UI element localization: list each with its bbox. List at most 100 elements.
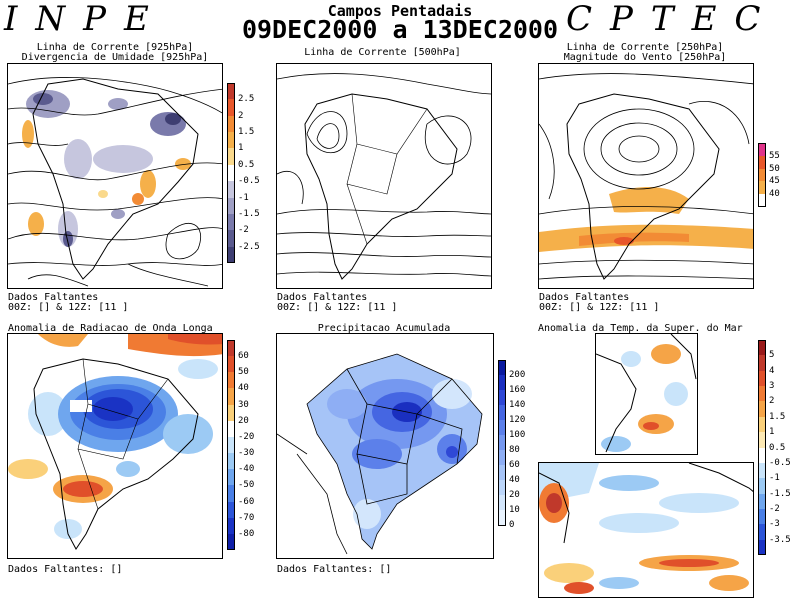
panel-250-missing-line1: Dados Faltantes [539,292,630,303]
precipitation-colorbar-label: 20 [509,490,520,500]
sst_anomaly-colorbar-label: 0.5 [769,442,786,453]
sst-global-map-graphic [539,463,753,594]
streamline_925-colorbar-segment [227,230,235,248]
olr_anomaly-colorbar-segment [227,388,235,406]
cptec-label: CPTEC [566,0,779,39]
precipitation-colorbar-label: 100 [509,430,526,440]
precipitation-colorbar-label: 200 [509,370,526,380]
streamline_925-colorbar-segment [227,115,235,133]
sst_anomaly-colorbar-segment [758,355,766,372]
panel-925-missing-line2: 00Z: [] & 12Z: [11 ] [8,302,129,313]
sst_anomaly-colorbar-label: 2 [769,396,775,407]
streamline_925-colorbar-label: -1.5 [238,208,260,219]
streamline-500-map-graphic [277,73,491,280]
sst_anomaly-colorbar-segment [758,370,766,387]
map-streamline-500 [276,63,492,289]
precipitation-colorbar-label: 10 [509,505,520,515]
sst_anomaly-colorbar-label: 1 [769,427,775,438]
olr_anomaly-colorbar-segment [227,436,235,454]
streamline_250-colorbar-segment [758,181,766,195]
streamline_925-colorbar-label: -1 [238,192,249,203]
sst_anomaly-colorbar-segment [758,524,766,541]
precipitation-colorbar-segment [498,360,506,376]
precipitation-colorbar-segment [498,510,506,526]
panel-olr-missing: Dados Faltantes: [] [8,564,123,575]
south-america-outline [304,93,458,280]
coastline-west [596,353,637,453]
sst_anomaly-colorbar-segment [758,539,766,556]
olr_anomaly-colorbar-segment [227,469,235,486]
precipitation-colorbar-label: 40 [509,475,520,485]
olr_anomaly-colorbar-segment [227,533,235,551]
olr_anomaly-colorbar-label: 50 [238,367,249,378]
precipitation-colorbar-segment [498,390,506,406]
olr_anomaly-colorbar-label: 20 [238,415,249,426]
streamline_925-colorbar-label: -0.5 [238,176,260,187]
olr_anomaly-colorbar-segment [227,420,235,438]
streamline_925-colorbar-label: 1 [238,143,244,154]
precipitation-colorbar-segment [498,405,506,421]
precipitation-colorbar-label: 0 [509,520,515,530]
sst_anomaly-colorbar-label: 4 [769,365,775,376]
map-precipitation [276,333,494,559]
sst_anomaly-colorbar-segment [758,493,766,510]
colorbar-precip [498,360,506,526]
streamline_250-colorbar-segment [758,155,766,170]
streamline_925-colorbar-segment [227,181,235,199]
streamline_250-colorbar-label: 50 [769,163,780,174]
wind-magnitude-shading [539,187,753,252]
precipitation-colorbar-segment [498,375,506,391]
olr_anomaly-colorbar-segment [227,517,235,535]
streamline_250-colorbar-segment [758,194,766,208]
panel-250-title-line1: Linha de Corrente [250hPa] [566,42,724,53]
streamline_250-colorbar-segment [758,168,766,182]
olr_anomaly-colorbar-label: -30 [238,448,255,459]
olr_anomaly-colorbar-segment [227,485,235,503]
precipitation-shading [307,354,482,549]
panel-500-title-line1: Linha de Corrente [500hPa] [304,47,461,58]
olr_anomaly-colorbar-segment [227,372,235,389]
streamline_250-colorbar-segment [758,143,766,157]
olr_anomaly-colorbar-label: -40 [238,464,255,475]
streamlines-500 [277,73,491,277]
country-borders [77,358,169,510]
olr_anomaly-colorbar-segment [227,404,235,422]
map-sst-anomaly-global [538,462,754,598]
streamline_250-colorbar-label: 55 [769,150,780,161]
precipitation-colorbar-segment [498,480,506,496]
precipitation-map-graphic [277,353,483,555]
streamline_925-colorbar-label: -2.5 [238,241,260,252]
streamline_925-colorbar-segment [227,83,235,100]
map-streamline-925 [7,63,223,289]
panel-925-title-line2: Divergencia de Umidade [925hPa] [21,52,209,63]
olr_anomaly-colorbar-segment [227,453,235,470]
streamline-925-map-graphic [8,77,222,287]
map-sst-anomaly-regional [595,333,698,455]
panel-925-missing-line1: Dados Faltantes [8,292,99,303]
panel-500-missing-line2: 00Z: [] & 12Z: [11 ] [277,302,398,313]
sst_anomaly-colorbar-label: -3 [769,519,780,530]
sst_anomaly-colorbar-segment [758,340,766,356]
precipitation-colorbar-segment [498,495,506,511]
precipitation-colorbar-label: 60 [509,460,520,470]
olr_anomaly-colorbar-label: -20 [238,431,255,442]
sst_anomaly-colorbar-label: -2 [769,503,780,514]
streamline_925-colorbar-label: 2.5 [238,94,255,105]
colorbar-sst [758,340,766,556]
precipitation-colorbar-segment [498,435,506,451]
olr_anomaly-colorbar-label: -80 [238,528,255,539]
streamline_925-colorbar-segment [227,246,235,264]
sst_anomaly-colorbar-label: -1.5 [769,488,791,499]
olr-anomaly-shading [8,334,222,539]
streamline_925-colorbar-label: 1.5 [238,127,255,138]
streamline_925-colorbar-segment [227,164,235,182]
olr_anomaly-colorbar-label: -60 [238,496,255,507]
panel-precip-missing: Dados Faltantes: [] [277,564,392,575]
moisture-divergence-shading [22,90,191,247]
sst_anomaly-colorbar-segment [758,416,766,433]
olr_anomaly-colorbar-label: -70 [238,512,255,523]
panel-sst-title: Anomalia da Temp. da Super. do Mar [538,323,743,334]
olr_anomaly-colorbar-label: -50 [238,480,255,491]
map-streamline-250 [538,63,754,289]
precipitation-colorbar-segment [498,465,506,481]
